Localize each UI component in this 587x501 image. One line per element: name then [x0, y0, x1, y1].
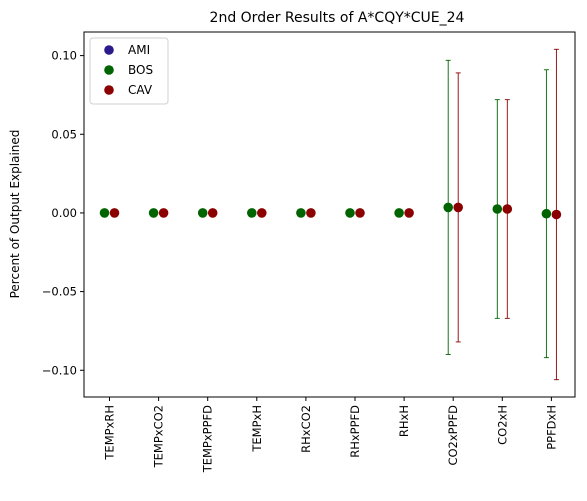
y-axis-label: Percent of Output Explained: [8, 130, 22, 299]
point-cav: [257, 208, 267, 218]
x-tick-label: TEMPxH: [250, 405, 264, 453]
legend-label-cav: CAV: [128, 83, 153, 97]
point-cav: [109, 208, 120, 218]
x-tick-label: PPFDxH: [544, 405, 558, 450]
point-bos: [345, 208, 355, 218]
x-tick-label: CO2xH: [495, 405, 509, 445]
y-tick-label: −0.10: [42, 363, 77, 377]
legend-marker-ami: [104, 45, 114, 55]
y-tick-label: 0.05: [51, 127, 77, 141]
point-bos: [443, 202, 454, 213]
point-bos: [247, 208, 257, 218]
point-cav: [502, 204, 513, 214]
point-bos: [197, 208, 208, 218]
point-cav: [158, 208, 169, 218]
legend-marker-bos: [104, 65, 114, 75]
legend-marker-cav: [104, 85, 114, 95]
plot-area: [99, 48, 562, 381]
y-tick-label: −0.05: [42, 285, 77, 299]
point-bos: [541, 208, 552, 219]
point-cav: [355, 208, 365, 218]
x-tick-label: RHxPPFD: [348, 405, 362, 458]
plot-frame: [83, 31, 576, 398]
point-cav: [306, 208, 316, 218]
y-tick-label: 0.00: [51, 206, 77, 220]
chart-title: 2nd Order Results of A*CQY*CUE_24: [210, 10, 465, 26]
point-cav: [453, 202, 464, 213]
point-cav: [207, 208, 218, 218]
point-cav: [404, 208, 414, 218]
x-tick-label: TEMPxRH: [103, 405, 117, 461]
y-tick-label: 0.10: [51, 49, 77, 63]
x-tick-label: CO2xPPFD: [446, 405, 460, 466]
point-bos: [296, 208, 306, 218]
x-tick-label: RHxH: [397, 405, 411, 437]
point-bos: [394, 208, 404, 218]
point-bos: [492, 204, 503, 214]
x-tick-label: RHxCO2: [299, 405, 313, 453]
x-tick-label: TEMPxCO2: [152, 405, 166, 468]
point-bos: [148, 208, 159, 218]
legend: AMI BOS CAV: [89, 37, 169, 105]
axes: 0.10 0.05 0.00 −0.05 −0.10 TEMPxRH TEMPxCO2 TEM…: [42, 49, 559, 474]
point-bos: [99, 208, 110, 218]
x-tick-label: TEMPxPPFD: [201, 405, 215, 473]
legend-label-ami: AMI: [128, 43, 150, 57]
legend-label-bos: BOS: [128, 63, 153, 77]
point-cav: [551, 209, 562, 220]
